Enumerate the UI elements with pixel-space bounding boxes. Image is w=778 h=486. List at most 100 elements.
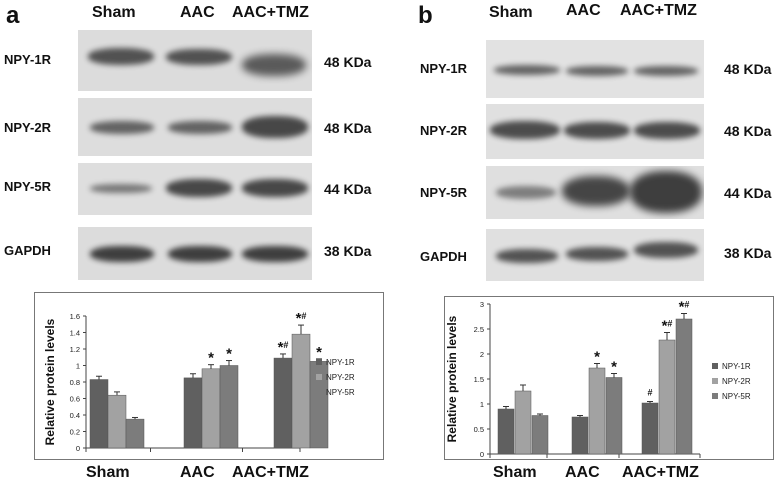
hash-marker: # bbox=[301, 311, 306, 321]
bar-npy-2r-sham bbox=[514, 390, 532, 455]
asterisk-marker: * bbox=[662, 318, 668, 335]
significance-marker: *# bbox=[296, 310, 307, 327]
bar-npy-2r-aac-tmz bbox=[658, 339, 676, 455]
bar-npy-1r-sham bbox=[89, 379, 109, 449]
panel-a-lane-aac-tmz: AAC+TMZ bbox=[232, 4, 309, 21]
asterisk-marker: * bbox=[296, 310, 302, 327]
bar-npy-1r-aac-tmz bbox=[641, 402, 659, 455]
band bbox=[564, 122, 630, 139]
legend-swatch bbox=[316, 389, 322, 395]
band bbox=[496, 249, 558, 263]
panel-a-kda-gapdh: 38 KDa bbox=[324, 243, 372, 259]
band bbox=[490, 121, 560, 139]
panel-a-blot-npy2r bbox=[78, 98, 312, 156]
panel-b-kda-npy5r: 44 KDa bbox=[724, 185, 772, 201]
panel-a-lane-sham: Sham bbox=[92, 4, 136, 21]
band bbox=[168, 121, 232, 134]
panel-b-kda-npy1r: 48 KDa bbox=[724, 61, 772, 77]
significance-marker: *# bbox=[278, 339, 289, 356]
panel-b-x-label-aac: AAC bbox=[565, 464, 600, 481]
panel-a-x-label-aac-tmz: AAC+TMZ bbox=[232, 464, 309, 481]
bar-npy-1r-aac bbox=[571, 416, 589, 455]
panel-b-x-label-sham: Sham bbox=[493, 464, 537, 481]
bar-npy-2r-aac bbox=[201, 368, 221, 449]
y-tick-label: 1.6 bbox=[70, 312, 80, 321]
asterisk-marker: * bbox=[226, 346, 232, 363]
bar-npy-5r-aac-tmz bbox=[675, 318, 693, 455]
panel-b-x-label-aac-tmz: AAC+TMZ bbox=[622, 464, 699, 481]
panel-a-row-label-npy1r: NPY-1R bbox=[4, 52, 51, 67]
bar-npy-5r-sham bbox=[531, 415, 549, 455]
panel-b-lane-aac: AAC bbox=[566, 2, 601, 19]
asterisk-marker: * bbox=[594, 349, 600, 366]
panel-b-row-label-npy2r: NPY-2R bbox=[420, 123, 467, 138]
asterisk-marker: * bbox=[316, 344, 322, 361]
band bbox=[242, 246, 308, 262]
hash-marker: # bbox=[647, 388, 652, 398]
band bbox=[566, 66, 628, 76]
significance-marker: # bbox=[647, 388, 652, 398]
band bbox=[242, 116, 308, 138]
y-axis-label: Relative protein levels bbox=[445, 315, 459, 442]
significance-marker: *# bbox=[679, 299, 690, 316]
band bbox=[494, 65, 560, 75]
panel-a-lane-aac: AAC bbox=[180, 4, 215, 21]
significance-marker: * bbox=[316, 344, 322, 361]
bar-npy-5r-aac bbox=[219, 365, 239, 449]
panel-a-row-label-npy5r: NPY-5R bbox=[4, 179, 51, 194]
y-tick-label: 1.2 bbox=[70, 345, 80, 354]
band bbox=[166, 179, 232, 197]
significance-marker: * bbox=[594, 349, 600, 366]
bar-npy-1r-aac bbox=[183, 377, 203, 449]
band bbox=[88, 48, 154, 65]
panel-b-row-label-npy1r: NPY-1R bbox=[420, 61, 467, 76]
y-tick-label: 0 bbox=[76, 444, 80, 453]
band bbox=[242, 54, 306, 76]
y-tick-label: 1.4 bbox=[70, 329, 80, 338]
hash-marker: # bbox=[684, 300, 689, 310]
asterisk-marker: * bbox=[278, 339, 284, 356]
panel-a-x-label-sham: Sham bbox=[86, 464, 130, 481]
band bbox=[90, 184, 152, 193]
panel-b-kda-npy2r: 48 KDa bbox=[724, 123, 772, 139]
y-tick-label: 0.8 bbox=[70, 378, 80, 387]
bar-npy-5r-aac bbox=[605, 377, 623, 455]
significance-marker: * bbox=[208, 350, 214, 367]
bar-npy-2r-aac-tmz bbox=[291, 333, 311, 449]
band bbox=[496, 186, 556, 199]
asterisk-marker: * bbox=[208, 350, 214, 367]
panel-b-letter: b bbox=[418, 2, 433, 29]
legend-swatch bbox=[316, 374, 322, 380]
hash-marker: # bbox=[283, 340, 288, 350]
y-tick-label: 0 bbox=[480, 450, 484, 459]
panel-a-kda-npy2r: 48 KDa bbox=[324, 120, 372, 136]
panel-a-chart: 0 0.2 0.4 0.6 0.8 1 1.2 1.4 1.6 Relative protein … bbox=[34, 292, 384, 460]
y-tick-label: 1 bbox=[480, 400, 484, 409]
y-tick-label: 2.5 bbox=[474, 325, 484, 334]
y-tick-label: 0.5 bbox=[474, 425, 484, 434]
legend-swatch bbox=[712, 378, 718, 384]
band bbox=[90, 121, 154, 134]
band bbox=[562, 176, 630, 206]
panel-a-blot-npy1r bbox=[78, 30, 312, 91]
asterisk-marker: * bbox=[611, 359, 617, 376]
legend-label: NPY-5R bbox=[722, 392, 751, 401]
panel-b-lane-aac-tmz: AAC+TMZ bbox=[620, 2, 697, 19]
band bbox=[630, 171, 702, 213]
significance-marker: * bbox=[611, 359, 617, 376]
panel-a-kda-npy5r: 44 KDa bbox=[324, 181, 372, 197]
band bbox=[634, 122, 700, 139]
panel-a-row-label-gapdh: GAPDH bbox=[4, 243, 51, 258]
band bbox=[166, 49, 232, 65]
y-tick-label: 1 bbox=[76, 362, 80, 371]
panel-b-row-label-gapdh: GAPDH bbox=[420, 249, 467, 264]
panel-a-kda-npy1r: 48 KDa bbox=[324, 54, 372, 70]
legend-label: NPY-5R bbox=[326, 388, 355, 397]
hash-marker: # bbox=[667, 319, 672, 329]
panel-b-kda-gapdh: 38 KDa bbox=[724, 245, 772, 261]
bar-npy-1r-sham bbox=[497, 408, 515, 455]
legend-swatch bbox=[712, 393, 718, 399]
legend-swatch bbox=[712, 363, 718, 369]
asterisk-marker: * bbox=[679, 299, 685, 316]
